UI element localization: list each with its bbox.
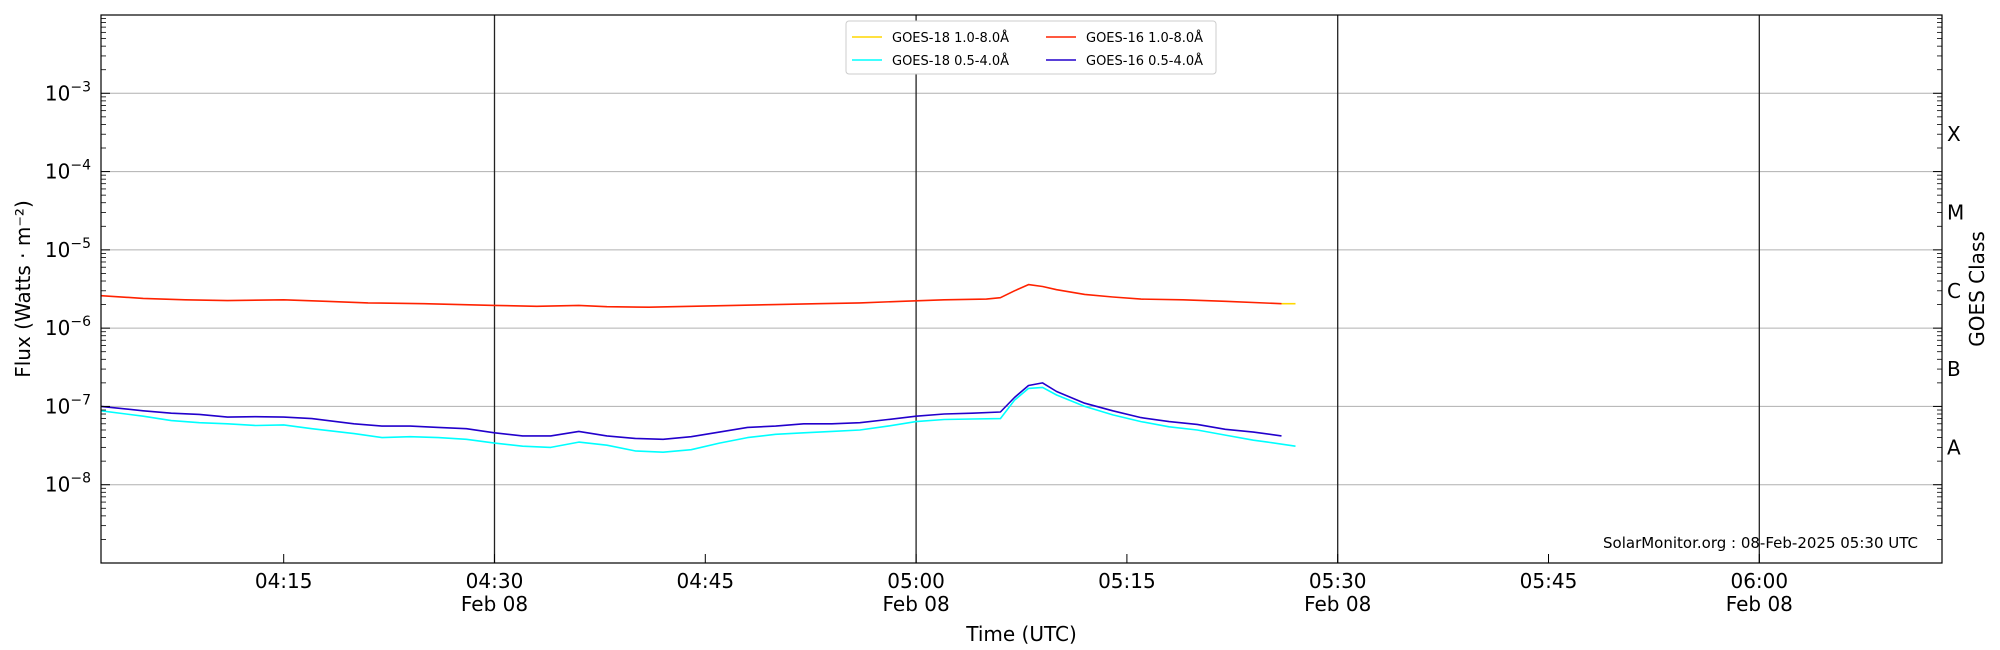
series-line xyxy=(100,382,1282,441)
legend-label: GOES-16 0.5-4.0Å xyxy=(1086,53,1203,69)
x-axis-title: Time (UTC) xyxy=(965,622,1077,646)
x-tick-label: 05:30 xyxy=(1309,569,1367,593)
x-tick-label: 05:00 xyxy=(887,569,945,593)
goes-class-label: A xyxy=(1947,435,1961,459)
x-tick-label: 05:45 xyxy=(1520,569,1578,593)
legend-label: GOES-16 1.0-8.0Å xyxy=(1086,30,1203,46)
y-tick-label: 10−7 xyxy=(45,392,91,418)
series-layer xyxy=(100,283,1296,454)
x-tick-date-label: Feb 08 xyxy=(1304,592,1371,616)
y-tick-label: 10−4 xyxy=(45,158,91,184)
x-tick-label: 04:45 xyxy=(676,569,734,593)
vertical-marker-layer xyxy=(493,15,1760,563)
goes-class-axis-title: GOES Class xyxy=(1965,231,1989,347)
series-line xyxy=(100,283,1282,309)
x-tick-date-label: Feb 08 xyxy=(461,592,528,616)
grid-layer xyxy=(101,92,1942,486)
x-tick-label: 05:15 xyxy=(1098,569,1156,593)
tick-layer xyxy=(101,18,1942,563)
y-tick-label: 10−5 xyxy=(45,236,91,262)
legend-box xyxy=(845,20,1217,75)
x-tick-date-label: Feb 08 xyxy=(882,592,949,616)
x-tick-label: 04:15 xyxy=(255,569,313,593)
goes-class-label: B xyxy=(1947,357,1961,381)
legend-label: GOES-18 0.5-4.0Å xyxy=(892,53,1009,69)
x-tick-date-label: Feb 08 xyxy=(1726,592,1793,616)
credit-text: SolarMonitor.org : 08-Feb-2025 05:30 UTC xyxy=(1603,534,1918,552)
y-tick-label: 10−8 xyxy=(45,471,91,497)
y-tick-label: 10−6 xyxy=(45,314,91,340)
x-tick-label: 04:30 xyxy=(466,569,524,593)
goes-class-label: M xyxy=(1947,201,1964,225)
x-tick-label: 06:00 xyxy=(1730,569,1788,593)
y-axis-title: Flux (Watts · m⁻²) xyxy=(11,200,35,378)
y-tick-label: 10−3 xyxy=(45,79,91,105)
goes-class-label: X xyxy=(1947,122,1961,146)
series-line xyxy=(100,386,1296,454)
plot-frame xyxy=(100,14,1943,564)
legend-label: GOES-18 1.0-8.0Å xyxy=(892,30,1009,46)
goes-class-label: C xyxy=(1947,279,1961,303)
legend: GOES-18 1.0-8.0Å GOES-18 0.5-4.0Å GOES-16 … xyxy=(845,20,1217,75)
